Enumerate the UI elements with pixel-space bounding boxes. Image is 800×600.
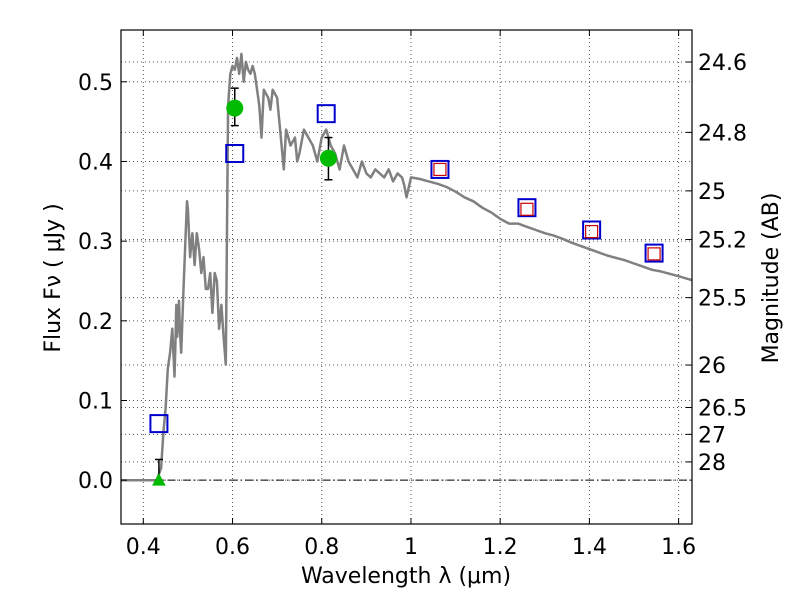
series-layer [121, 52, 693, 486]
y2-tick-label: 25.5 [698, 287, 747, 312]
y2-tick-label: 26 [698, 354, 726, 379]
x-axis-title: Wavelength λ (μm) [301, 564, 511, 589]
photometry-marker [582, 220, 602, 240]
photometry-marker [517, 198, 537, 218]
x-tick-label: 0.4 [126, 535, 161, 560]
y-axis-title: Flux Fν ( μJy ) [41, 203, 66, 352]
model-photometry-marker [585, 224, 599, 239]
photometry-marker [225, 144, 245, 163]
photometry-marker [644, 243, 664, 263]
y2-tick-label: 25 [698, 180, 726, 205]
plot-area-frame [120, 29, 693, 525]
upper-limit-marker [152, 473, 166, 486]
y2-tick-label: 28 [698, 451, 726, 476]
flux-measurement-marker [226, 99, 244, 117]
model-photometry-marker [647, 247, 661, 261]
y-tick-label: 0.3 [78, 230, 113, 255]
model-sed-line [121, 52, 693, 482]
model-photometry-marker [520, 202, 534, 216]
tick-layer: 0.4 0.6 0.8 1 1.2 1.4 1.6 0.0 0.1 0.2 0.3 0.4 0.5 24.… [78, 30, 747, 560]
y2-axis-title: Magnitude (AB) [759, 193, 784, 364]
x-tick-label: 0.8 [304, 535, 339, 560]
x-tick-label: 0.6 [215, 535, 250, 560]
grid-layer [121, 30, 692, 524]
y2-tick-label: 25.2 [698, 229, 747, 254]
y-tick-label: 0.2 [78, 310, 113, 335]
photometry-marker [430, 159, 450, 179]
y2-tick-label: 27 [698, 423, 726, 448]
x-tick-label: 1.4 [572, 535, 607, 560]
y2-tick-label: 26.5 [698, 397, 747, 422]
x-tick-label: 1.6 [661, 535, 696, 560]
y-tick-label: 0.5 [78, 71, 113, 96]
photometry-marker [316, 104, 336, 124]
model-photometry-marker [433, 162, 447, 177]
y-tick-label: 0.4 [78, 150, 113, 175]
flux-measurement-marker [319, 149, 337, 167]
photometry-marker [149, 414, 169, 434]
x-tick-label: 1 [404, 535, 418, 560]
y-tick-label: 0.1 [78, 390, 113, 415]
y2-tick-label: 24.8 [698, 121, 747, 146]
y2-tick-label: 24.6 [698, 51, 747, 76]
y-tick-label: 0.0 [78, 469, 113, 494]
x-tick-label: 1.2 [483, 535, 518, 560]
